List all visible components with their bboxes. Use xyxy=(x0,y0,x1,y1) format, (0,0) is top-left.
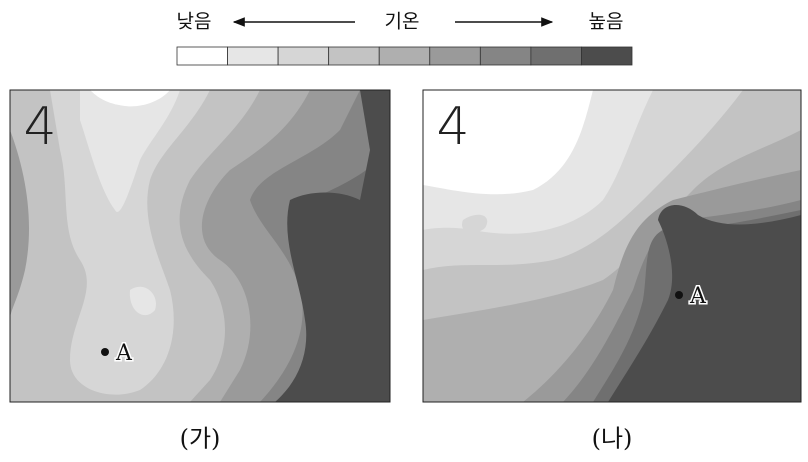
legend-title: 기온 xyxy=(385,11,420,33)
legend-swatch xyxy=(581,46,633,66)
map-mark: 4 xyxy=(436,97,469,157)
caption: (나) xyxy=(592,425,633,453)
map-na: 4 A xyxy=(422,89,802,403)
legend-swatch xyxy=(429,46,481,66)
point-label: A xyxy=(689,284,707,309)
map-mark: 4 xyxy=(23,97,56,157)
caption: (가) xyxy=(180,425,221,453)
legend-swatch xyxy=(530,46,582,66)
legend-swatch xyxy=(479,46,532,66)
point xyxy=(101,348,109,356)
legend-swatch xyxy=(176,46,228,66)
legend-swatch xyxy=(277,46,330,66)
point-label: A xyxy=(115,341,133,366)
legend-swatch xyxy=(378,46,431,66)
legend-high: 높음 xyxy=(589,11,624,33)
legend-low: 낮음 xyxy=(177,11,212,33)
legend-swatch xyxy=(227,46,279,66)
point xyxy=(675,291,683,299)
legend-swatch xyxy=(328,46,380,66)
map-ga: 4 A xyxy=(9,89,391,403)
legend-scale xyxy=(176,46,633,66)
